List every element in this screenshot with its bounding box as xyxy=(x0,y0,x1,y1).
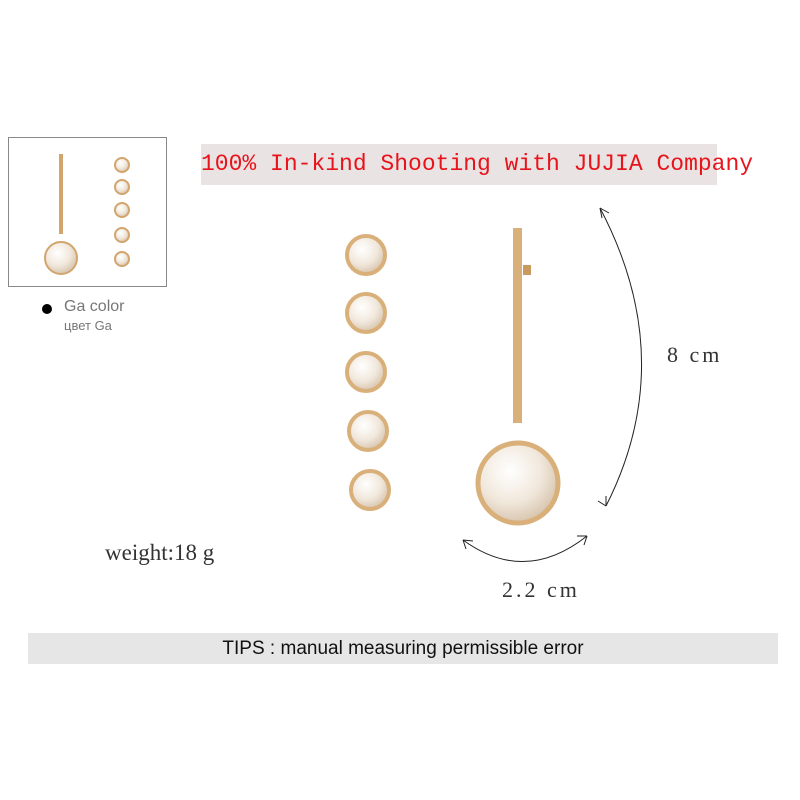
width-arrow xyxy=(462,535,588,563)
height-measure: 8 cm xyxy=(667,342,723,367)
selected-dot-icon xyxy=(42,304,52,314)
bar-drop-earring xyxy=(475,228,561,526)
thumbnail-earrings xyxy=(44,154,130,275)
pearl-chain-earring xyxy=(345,234,391,511)
weight-label: weight:18 g xyxy=(105,540,215,565)
tips-bar: TIPS : manual measuring permissible erro… xyxy=(28,633,778,664)
banner-title: 100% In-kind Shooting with JUJIA Company xyxy=(201,144,753,185)
color-label-ru: цвет Ga xyxy=(64,318,112,333)
height-arrow xyxy=(599,207,642,507)
color-thumbnail[interactable] xyxy=(8,137,167,287)
width-measure: 2.2 cm xyxy=(502,577,580,602)
color-label: Ga color xyxy=(64,298,125,315)
